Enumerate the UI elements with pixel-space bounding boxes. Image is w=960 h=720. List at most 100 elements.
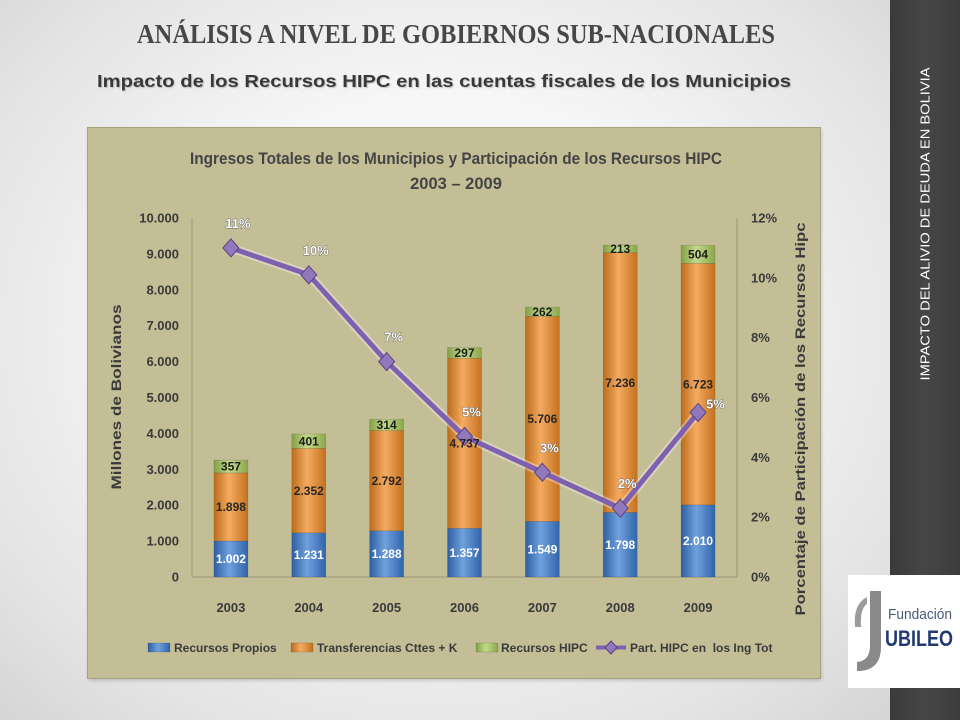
bar-recursos-hipc-2003 — [213, 459, 249, 474]
y-axis-tick-label: 4.000 — [146, 426, 179, 441]
bar-transferencias-cttes-k-2005 — [369, 430, 404, 532]
y-axis-tick-label: 6.000 — [146, 354, 179, 369]
bar-recursos-hipc-2005 — [369, 418, 404, 431]
y2-axis-title: Porcentaje de Participación de los Recur… — [792, 222, 808, 615]
bar-label-recursos-hipc-2006: 297 — [454, 346, 474, 360]
y-axis-tick-label: 5.000 — [146, 390, 179, 405]
legend-item-recursos-hipc: Recursos HIPC — [475, 641, 588, 655]
bar-label-recursos-propios-2006: 1.357 — [449, 546, 479, 560]
line-point-2009 — [689, 402, 707, 423]
bar-transferencias-cttes-k-2007 — [525, 316, 560, 522]
bar-recursos-propios-2005 — [369, 530, 404, 578]
y-axis-tick-label: 7.000 — [146, 318, 179, 333]
line-point-2004 — [300, 265, 318, 285]
line-point-2003 — [222, 238, 240, 258]
bar-recursos-hipc-2007 — [525, 306, 560, 317]
line-label-2005: 7% — [384, 330, 403, 345]
legend-item-part-hipc: Part. HIPC en los Ing Tot — [596, 640, 772, 655]
x-axis-tick-label: 2005 — [372, 600, 401, 615]
x-axis-tick-label: 2004 — [294, 600, 324, 615]
bar-label-transferencias-cttes-k-2003: 1.898 — [216, 500, 246, 514]
bar-label-recursos-propios-2005: 1.288 — [372, 547, 402, 561]
bars-layer — [213, 244, 716, 578]
x-axis-tick-label: 2006 — [450, 600, 479, 615]
y2-axis-tick-label: 6% — [751, 390, 770, 405]
data-labels-layer: 1.002 1.898 357 1.231 2.352 401 1.288 2.792 314 1… — [216, 216, 726, 567]
sidebar-text-canvas: IMPACTO DEL ALIVIO DE DEUDA EN BOLIVIA — [919, 67, 933, 381]
y2-axis-tick-label: 8% — [751, 330, 770, 345]
y-axis-tick-label: 0 — [172, 570, 179, 585]
x-axis-tick-label: 2007 — [528, 600, 557, 615]
legend-swatch-transferencias — [290, 642, 314, 653]
bar-recursos-hipc-2008 — [602, 244, 638, 253]
y2-axis-tick-label: 4% — [751, 450, 770, 465]
logo-text-fundacion: Fundación — [888, 606, 952, 623]
bar-label-transferencias-cttes-k-2004: 2.352 — [294, 484, 324, 498]
y-axis-tick-label: 10.000 — [139, 211, 179, 226]
y-axis-tick-label: 2.000 — [146, 498, 179, 513]
bar-label-transferencias-cttes-k-2007: 5.706 — [527, 412, 557, 426]
bar-recursos-propios-2003 — [213, 540, 249, 578]
y2-axis-tick-label: 12% — [751, 211, 777, 226]
chart-canvas: Ingresos Totales de los Municipios y Par… — [108, 150, 808, 655]
bar-label-recursos-hipc-2008: 213 — [610, 242, 630, 256]
bar-recursos-hipc-2009 — [680, 245, 716, 264]
line-layer — [222, 238, 707, 518]
y-axis-tick-label: 8.000 — [146, 282, 179, 297]
bar-label-recursos-propios-2008: 1.798 — [605, 538, 635, 552]
x-axis-tick-label: 2009 — [684, 600, 713, 615]
bar-recursos-propios-2009 — [680, 504, 716, 578]
chart-container: Ingresos Totales de los Municipios y Par… — [88, 128, 820, 678]
fundacion-jubileo-logo: Fundación UBILEO — [848, 575, 960, 688]
bar-label-recursos-propios-2007: 1.549 — [527, 542, 557, 556]
line-point-2006 — [455, 426, 474, 447]
bar-transferencias-cttes-k-2008 — [602, 252, 638, 513]
slide-title: ANÁLISIS A NIVEL DE GOBIERNOS SUB-NACION… — [137, 19, 775, 49]
bar-label-transferencias-cttes-k-2005: 2.792 — [372, 474, 402, 488]
legend: Recursos Propios Transferencias Cttes + … — [147, 640, 772, 655]
line-label-2006: 5% — [462, 404, 481, 419]
bar-label-recursos-hipc-2005: 314 — [377, 418, 397, 432]
line-label-2007: 3% — [540, 440, 559, 455]
legend-label-recursos-hipc: Recursos HIPC — [501, 641, 588, 655]
y2-axis-tick-label: 2% — [751, 510, 770, 525]
logo-j-stem-icon — [857, 591, 881, 671]
legend-swatch-recursos-hipc — [475, 642, 499, 653]
bar-recursos-propios-2006 — [447, 527, 482, 578]
y-axis-title: Millones de Bolivianos — [108, 304, 124, 489]
line-label-2003: 11% — [225, 216, 251, 231]
bar-label-recursos-hipc-2004: 401 — [299, 434, 319, 448]
bar-label-recursos-propios-2003: 1.002 — [216, 552, 246, 566]
logo-text-ubileo: UBILEO — [885, 626, 953, 651]
y-axis-tick-label: 3.000 — [146, 462, 179, 477]
jubileo-j-logo-icon: Fundación UBILEO — [854, 591, 953, 671]
slide-subtitle: Impacto de los Recursos HIPC en las cuen… — [97, 71, 791, 91]
bar-transferencias-cttes-k-2003 — [213, 472, 249, 542]
bar-label-recursos-propios-2004: 1.231 — [294, 548, 324, 562]
legend-diamond-part-hipc — [604, 640, 618, 655]
slide-header: ANÁLISIS A NIVEL DE GOBIERNOS SUB-NACION… — [97, 19, 791, 91]
logo-j-arc-icon — [854, 597, 867, 627]
bar-label-recursos-hipc-2009: 504 — [688, 248, 708, 262]
y2-axis-tick-label: 0% — [751, 570, 770, 585]
legend-item-transferencias: Transferencias Cttes + K — [290, 641, 458, 655]
y2-axis-tick-label: 10% — [751, 270, 777, 285]
x-axis-tick-label: 2008 — [606, 600, 635, 615]
chart-subtitle: 2003 – 2009 — [410, 175, 502, 193]
bar-label-transferencias-cttes-k-2009: 6.723 — [683, 377, 713, 391]
bar-transferencias-cttes-k-2009 — [680, 263, 716, 506]
sidebar-vertical-text: IMPACTO DEL ALIVIO DE DEUDA EN BOLIVIA — [919, 67, 933, 381]
bar-recursos-propios-2008 — [602, 512, 638, 578]
line-label-2008: 2% — [618, 476, 637, 491]
line-label-2004: 10% — [303, 243, 329, 258]
legend-label-recursos-propios: Recursos Propios — [174, 641, 277, 655]
y-axis-tick-label: 9.000 — [146, 246, 179, 261]
legend-label-part-hipc: Part. HIPC en los Ing Tot — [630, 641, 772, 655]
bar-label-recursos-hipc-2007: 262 — [532, 305, 552, 319]
bar-transferencias-cttes-k-2004 — [291, 448, 327, 534]
bar-recursos-propios-2007 — [525, 521, 560, 578]
line-label-2009: 5% — [706, 396, 725, 411]
bar-label-recursos-hipc-2003: 357 — [221, 460, 241, 474]
legend-item-recursos-propios: Recursos Propios — [147, 641, 277, 655]
legend-label-transferencias: Transferencias Cttes + K — [317, 641, 458, 655]
